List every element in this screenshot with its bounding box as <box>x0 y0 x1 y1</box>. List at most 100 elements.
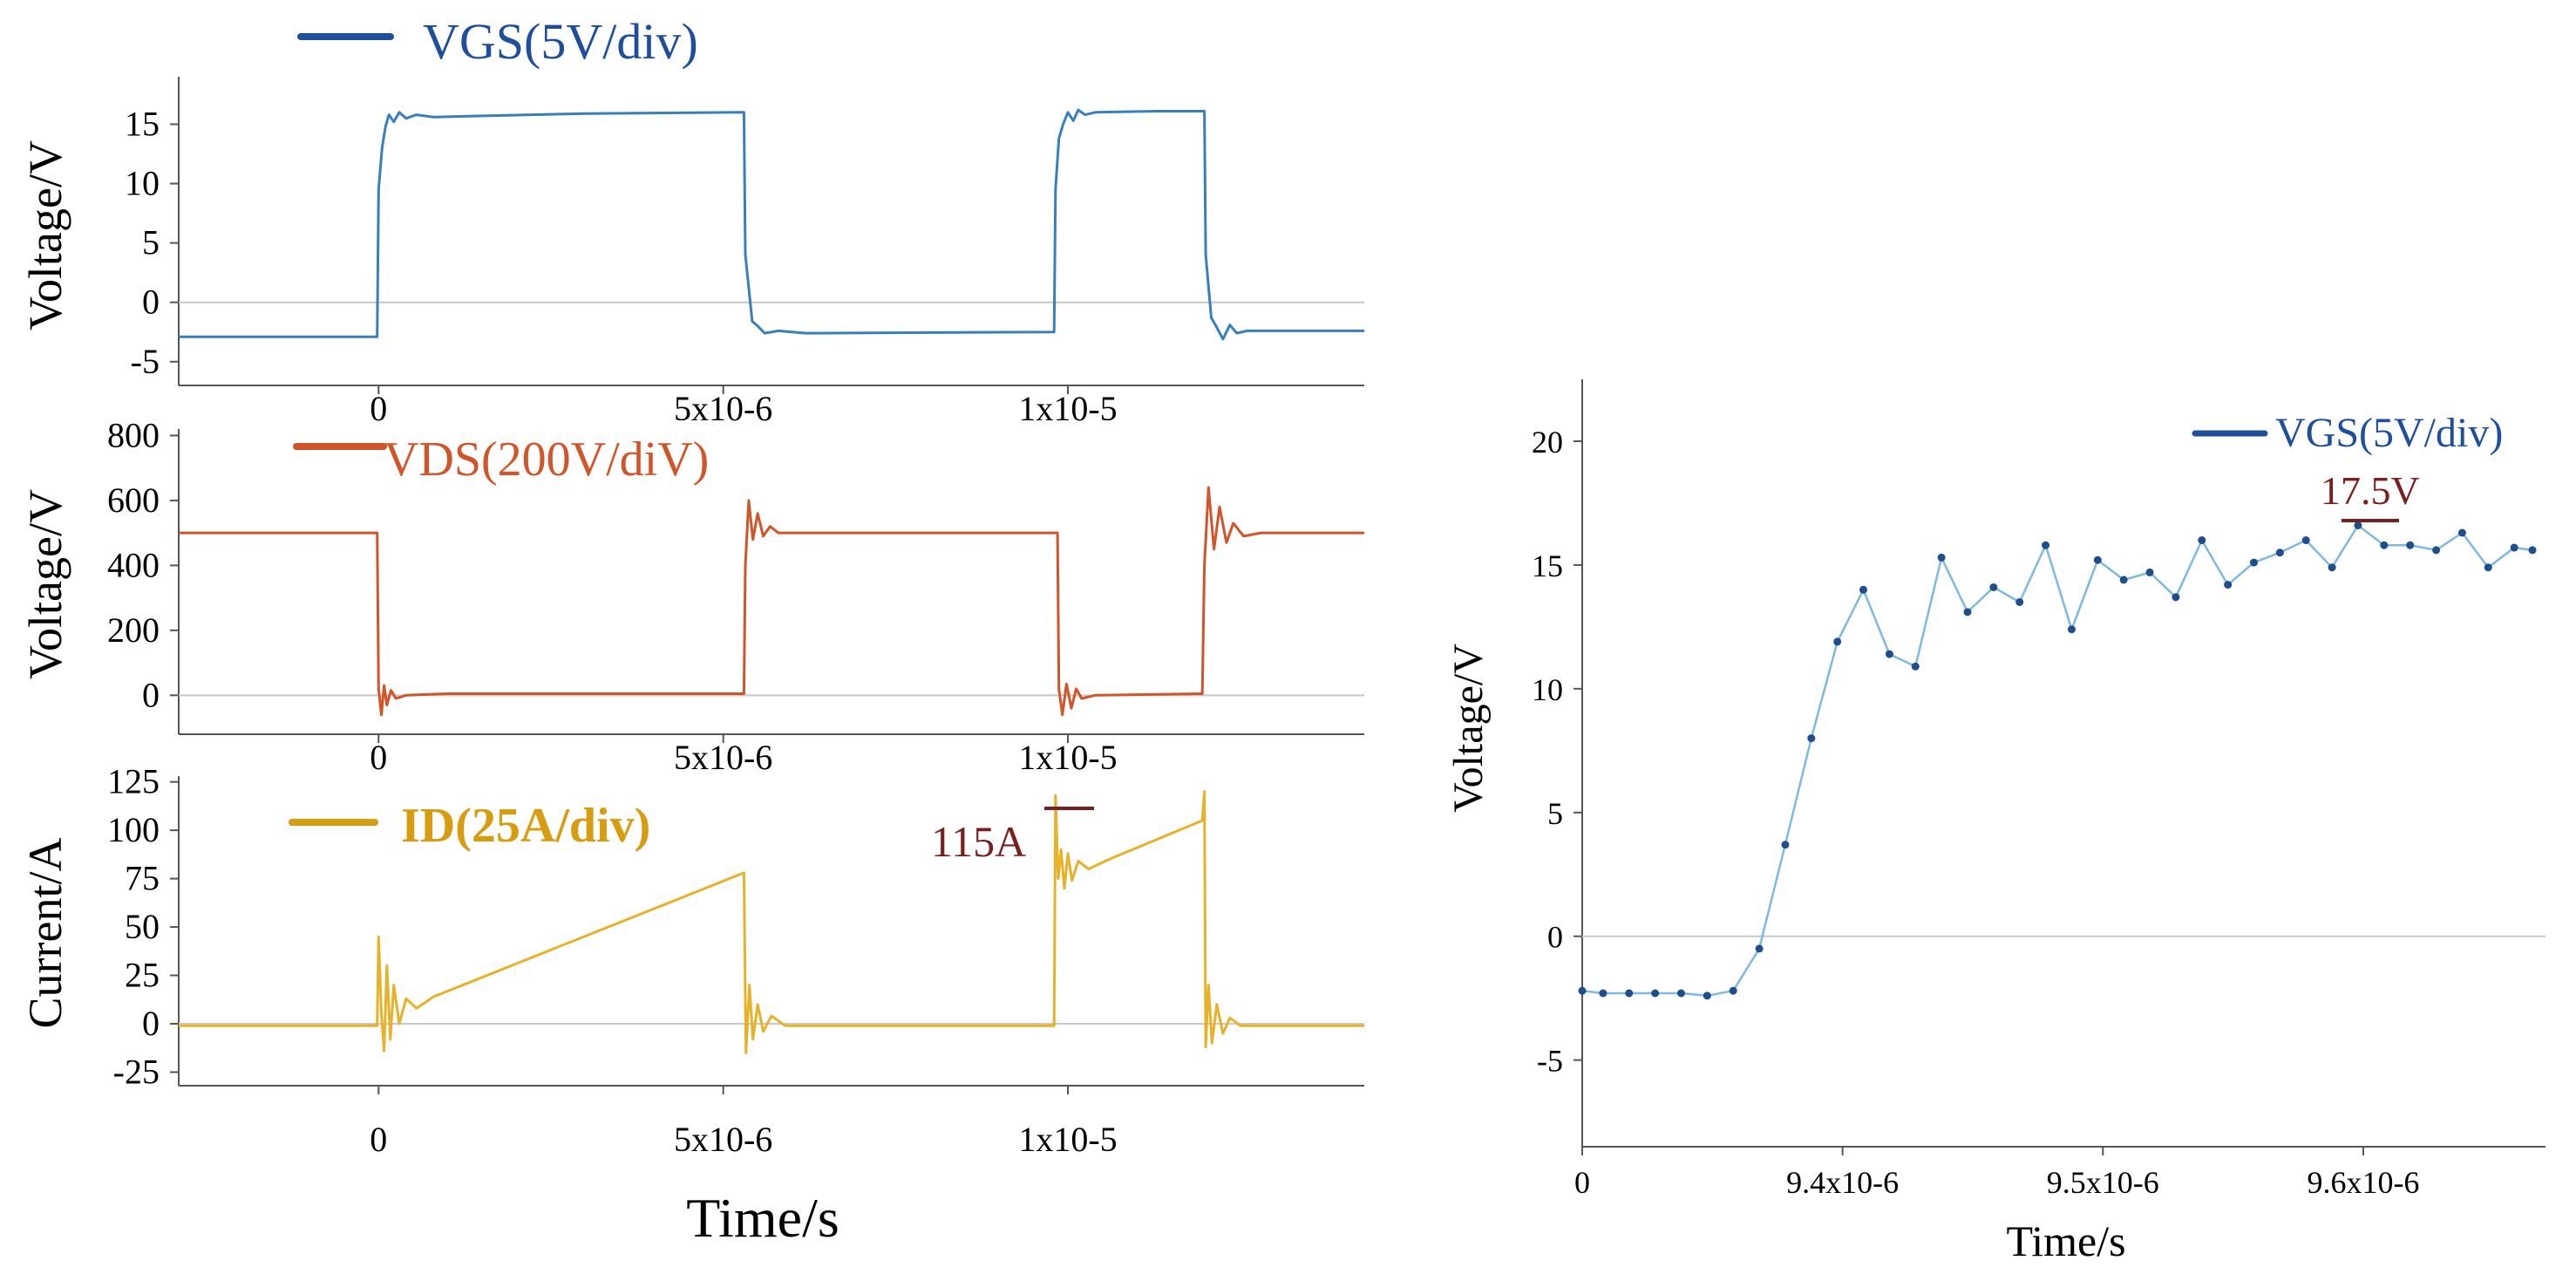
y-tick-label: 15 <box>1532 549 1563 583</box>
id-trace-group <box>179 790 1364 1054</box>
y-tick-label: 0 <box>1547 920 1563 955</box>
y-tick-label: 10 <box>125 164 160 203</box>
y-tick-label: 50 <box>125 907 160 946</box>
y-tick-label: 400 <box>107 545 160 584</box>
data-point <box>2328 563 2336 572</box>
x-ticks-id: 0 5x10-6 1x10-5 <box>370 1086 1118 1159</box>
data-point <box>1651 989 1660 998</box>
x-tick-label: 5x10-6 <box>674 738 772 777</box>
data-point <box>1937 553 1946 562</box>
y-tick-label: 100 <box>107 810 160 849</box>
x-tick-label: 9.5x10-6 <box>2047 1165 2159 1200</box>
y-tick-label: -5 <box>131 342 160 381</box>
vgs-series-line <box>179 108 1364 341</box>
id-waveform-panel: -25 0 25 50 75 100 125 0 5x10-6 1x10-5 ID(25A/di… <box>19 762 1364 1249</box>
y-axis-label-zoom: Voltage/V <box>1445 644 1492 813</box>
x-tick-label: 0 <box>1574 1165 1590 1200</box>
data-point <box>1599 989 1607 998</box>
data-point <box>2198 536 2206 545</box>
peak-voltage-annotation: 17.5V <box>2321 468 2420 513</box>
y-tick-label: 75 <box>125 859 160 898</box>
y-ticks-vds: 0 200 400 600 800 <box>107 415 179 714</box>
x-axis-label-left: Time/s <box>686 1187 839 1249</box>
y-tick-label: 20 <box>1532 425 1563 460</box>
x-ticks-vgs: 0 5x10-6 1x10-5 <box>370 385 1118 428</box>
data-point <box>2119 576 2128 584</box>
y-tick-label: 200 <box>107 610 160 650</box>
data-point <box>2484 563 2492 572</box>
data-point <box>1989 583 1998 591</box>
id-series-line <box>179 790 1364 1054</box>
x-tick-label: 5x10-6 <box>674 1120 772 1159</box>
data-point <box>1911 662 1920 671</box>
x-tick-label: 1x10-5 <box>1018 389 1117 428</box>
x-tick-label: 0 <box>370 1120 387 1159</box>
y-ticks-zoom: -5 0 5 10 15 20 <box>1532 425 1582 1079</box>
y-tick-label: 800 <box>107 415 160 454</box>
y-tick-label: 25 <box>125 956 160 995</box>
y-tick-label: -5 <box>1537 1044 1563 1079</box>
data-point <box>2528 546 2537 555</box>
y-tick-label: 5 <box>142 223 160 262</box>
data-point <box>1963 608 1972 617</box>
y-tick-label: -25 <box>113 1052 160 1091</box>
vgs-zoom-legend-label: VGS(5V/div) <box>2275 410 2503 456</box>
data-point <box>1885 650 1893 658</box>
x-axis-label-zoom: Time/s <box>2006 1216 2125 1265</box>
vds-trace-group <box>179 486 1364 717</box>
y-tick-label: 15 <box>125 104 160 143</box>
data-point <box>1755 944 1764 953</box>
y-axis-label-vgs: Voltage/V <box>19 140 71 330</box>
data-point <box>2510 543 2518 552</box>
y-axis-label-vds: Voltage/V <box>19 489 71 679</box>
data-point <box>2067 625 2076 634</box>
y-tick-label: 0 <box>142 283 160 322</box>
y-tick-label: 10 <box>1532 672 1563 707</box>
vgs-trace-group <box>179 108 1364 341</box>
vds-series-line <box>179 486 1364 717</box>
y-tick-label: 0 <box>142 675 160 714</box>
vds-waveform-panel: 0 200 400 600 800 0 5x10-6 1x10-5 VDS(200V/diV… <box>19 415 1364 777</box>
data-point <box>2301 536 2310 545</box>
x-tick-label: 0 <box>370 738 387 777</box>
y-tick-label: 600 <box>107 480 160 520</box>
data-point <box>1781 841 1790 849</box>
data-point <box>2380 541 2389 549</box>
y-ticks-id: -25 0 25 50 75 100 125 <box>107 762 179 1091</box>
data-point <box>1578 986 1587 995</box>
y-tick-label: 5 <box>1547 796 1563 831</box>
x-ticks-vds: 0 5x10-6 1x10-5 <box>370 734 1118 777</box>
vgs-zoom-panel: -5 0 5 10 15 20 0 9.4x10-6 9.5x10-6 9.6x10-6 VGS… <box>1445 379 2545 1265</box>
data-point <box>2250 558 2259 567</box>
x-tick-label: 1x10-5 <box>1018 738 1117 777</box>
data-point <box>2042 541 2050 549</box>
vgs-legend-label: VGS(5V/div) <box>423 13 698 70</box>
x-tick-label: 5x10-6 <box>674 389 772 428</box>
data-point <box>1625 989 1634 998</box>
data-point <box>2093 555 2102 564</box>
data-point <box>1807 734 1816 743</box>
vds-legend-label: VDS(200V/diV) <box>384 433 709 487</box>
vgs-zoom-trace-group <box>1578 521 2545 1000</box>
x-tick-label: 9.6x10-6 <box>2307 1165 2419 1200</box>
data-point <box>1703 991 1711 1000</box>
data-point <box>1729 986 1737 995</box>
vgs-series-line <box>1581 524 2533 998</box>
data-point <box>2354 521 2362 529</box>
data-point <box>2457 528 2466 537</box>
data-point <box>2275 549 2284 557</box>
data-point <box>2224 581 2233 589</box>
data-point <box>2145 568 2154 576</box>
peak-current-annotation: 115A <box>931 817 1026 866</box>
y-axis-label-id: Current/A <box>19 838 71 1029</box>
x-ticks-zoom: 0 9.4x10-6 9.5x10-6 9.6x10-6 <box>1574 1147 2419 1200</box>
vgs-waveform-panel: -5 0 5 10 15 0 5x10-6 1x10-5 VGS(5V/div) Volta… <box>19 13 1364 428</box>
data-point <box>1676 989 1685 998</box>
x-tick-label: 0 <box>370 389 387 428</box>
data-point <box>2172 593 2180 602</box>
y-ticks-vgs: -5 0 5 10 15 <box>125 104 179 381</box>
data-point <box>2015 597 2024 606</box>
x-tick-label: 9.4x10-6 <box>1786 1165 1899 1200</box>
data-point <box>2432 546 2441 555</box>
